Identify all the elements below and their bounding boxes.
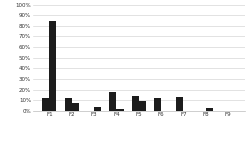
Bar bbox=[109, 92, 116, 111]
Bar bbox=[94, 107, 101, 111]
Bar bbox=[132, 96, 139, 111]
Bar bbox=[64, 98, 72, 111]
Bar bbox=[176, 97, 184, 111]
Bar bbox=[72, 103, 79, 111]
Bar bbox=[206, 108, 213, 111]
Bar bbox=[116, 109, 123, 111]
Bar bbox=[42, 98, 49, 111]
Bar bbox=[154, 98, 161, 111]
Bar bbox=[49, 20, 56, 111]
Bar bbox=[139, 101, 146, 111]
